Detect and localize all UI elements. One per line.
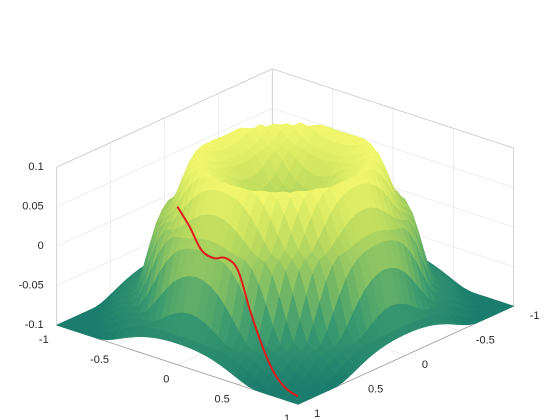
series-line [176, 206, 299, 398]
x-tick-label: 0 [422, 359, 428, 371]
grid-line [272, 108, 514, 188]
x-tick-label: 0.5 [368, 384, 383, 396]
z-tick-label: 0 [38, 240, 44, 252]
y-tick-label: 1 [284, 413, 290, 420]
tick-layer: -0.1 -0.05 0 0.05 0.1 -1 -0.5 0 0.5 1 -1 -0.5 0 0.5 1 [19, 161, 540, 420]
x-tick-label: -1 [530, 310, 540, 322]
x-tick-label: 1 [314, 408, 320, 420]
axis-edge [272, 68, 514, 149]
surface-patch [290, 398, 306, 405]
y-tick-label: -1 [39, 334, 49, 346]
z-tick-label: 0.1 [28, 161, 43, 173]
axis-edge [56, 68, 273, 168]
surface-layer [55, 122, 515, 405]
line-layer [176, 206, 299, 398]
y-tick-label: 0 [163, 374, 169, 386]
z-tick-label: -0.1 [25, 319, 44, 331]
grid-line [56, 108, 273, 207]
z-tick-label: 0.05 [22, 201, 43, 213]
z-tick-label: -0.05 [19, 280, 44, 292]
y-tick-label: 0.5 [214, 393, 229, 405]
y-tick-label: -0.5 [90, 354, 109, 366]
x-tick-label: -0.5 [476, 335, 495, 347]
